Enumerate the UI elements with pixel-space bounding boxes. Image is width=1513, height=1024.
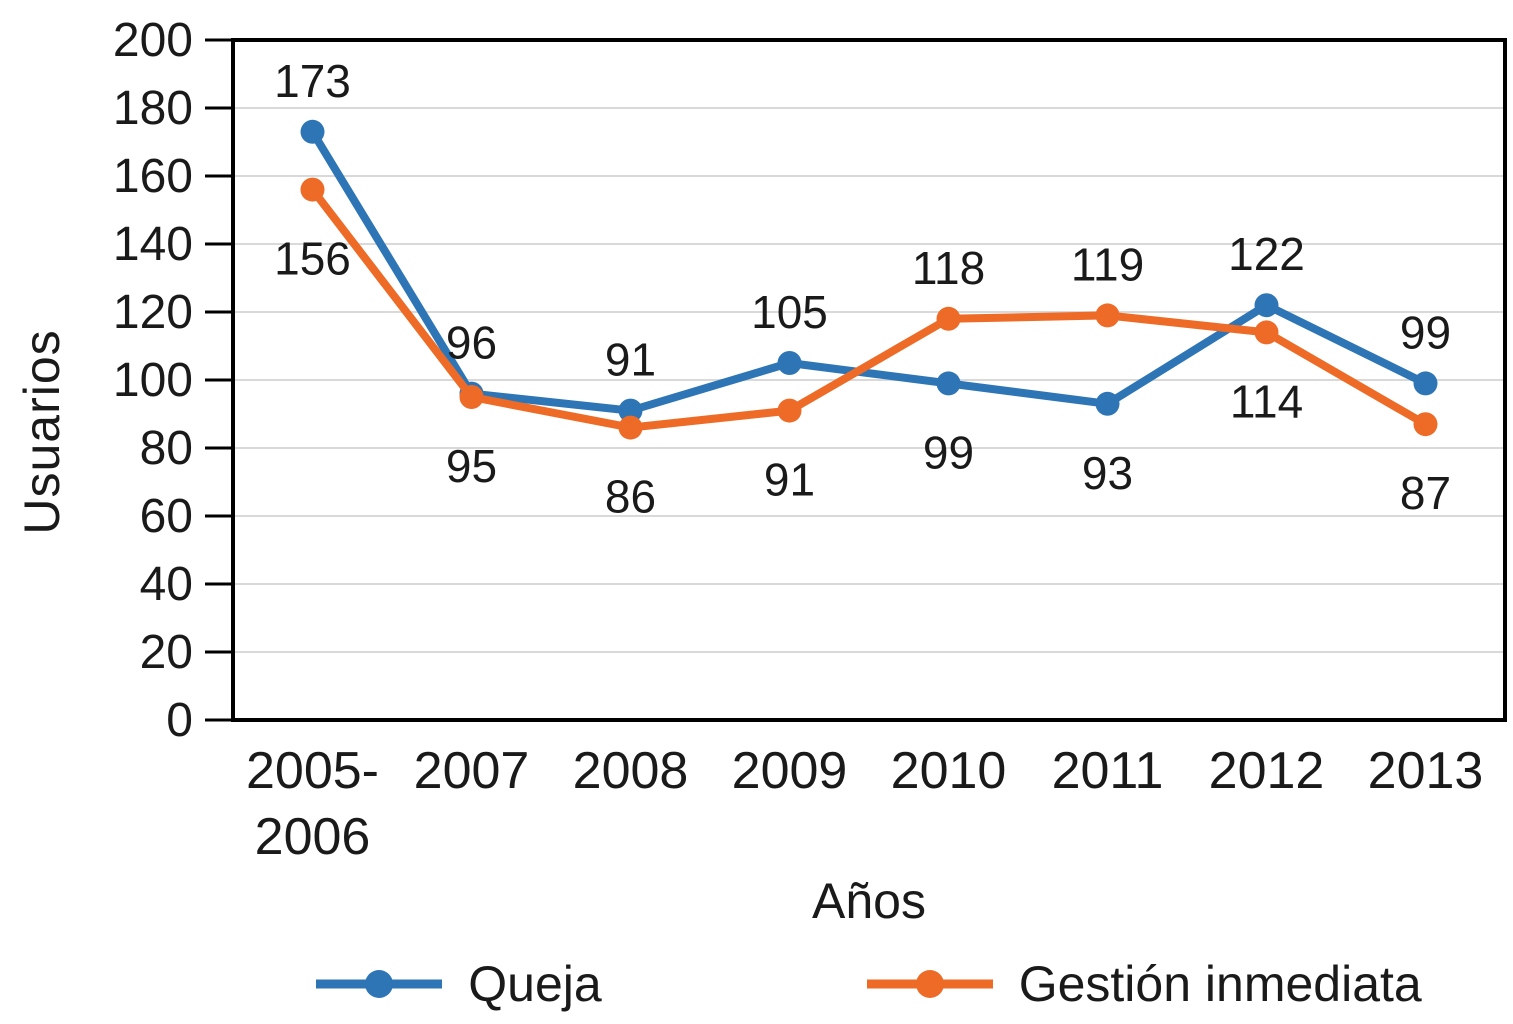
data-label: 173: [274, 55, 351, 107]
legend-item-queja: Queja: [316, 955, 602, 1013]
x-tick-label: 2006: [255, 808, 371, 866]
line-series-1: [308, 185, 1430, 432]
data-point-marker: [459, 385, 484, 409]
y-tick-label: 160: [113, 150, 193, 203]
legend-label-queja: Queja: [468, 956, 602, 1012]
x-tick-label: 2005-: [246, 742, 379, 800]
data-point-marker: [1413, 412, 1438, 437]
y-tick-label: 60: [140, 490, 193, 543]
y-axis-title: Usuarios: [14, 329, 70, 535]
y-tick-label: 140: [113, 218, 193, 271]
data-point-marker: [777, 398, 802, 423]
data-label: 96: [446, 317, 497, 369]
x-tick-label: 2012: [1209, 742, 1325, 800]
x-tick-label: 2007: [414, 742, 530, 800]
data-point-marker: [1095, 303, 1120, 328]
data-point-marker: [777, 351, 802, 375]
y-tick-label: 200: [113, 14, 193, 67]
data-label: 122: [1228, 228, 1305, 280]
legend-label-gestion-inmediata: Gestión inmediata: [1018, 956, 1422, 1012]
data-point-marker: [300, 177, 325, 202]
x-axis-title: Años: [812, 873, 926, 929]
legend: Queja Gestión inmediata: [233, 948, 1505, 1020]
data-label: 105: [751, 286, 828, 338]
data-label: 86: [605, 471, 656, 523]
y-tick-label: 120: [113, 286, 193, 339]
data-label: 95: [446, 440, 497, 492]
data-point-marker: [1413, 371, 1438, 396]
x-tick-label: 2009: [732, 742, 848, 800]
data-point-marker: [1095, 391, 1120, 416]
y-tick-label: 0: [166, 694, 193, 747]
x-tick-label: 2013: [1368, 742, 1484, 800]
data-label: 91: [605, 334, 656, 386]
legend-line-marker-icon: [316, 970, 443, 998]
data-point-marker: [300, 119, 325, 144]
data-point-marker: [936, 306, 961, 331]
data-label: 156: [274, 233, 351, 285]
y-tick-label: 40: [140, 558, 193, 611]
x-tick-label: 2011: [1052, 742, 1164, 800]
data-label: 99: [1400, 306, 1451, 358]
data-label: 118: [912, 242, 985, 294]
data-point-marker: [618, 398, 643, 423]
y-tick-label: 80: [140, 422, 193, 475]
data-point-marker: [1254, 320, 1279, 345]
data-label: 91: [764, 454, 815, 506]
data-point-marker: [1254, 293, 1279, 318]
data-label: 87: [1400, 467, 1451, 519]
y-tick-label: 180: [113, 82, 193, 135]
y-tick-label: 20: [140, 626, 193, 679]
legend-line-marker-icon: [866, 970, 993, 998]
data-point-marker: [936, 371, 961, 396]
data-label: 93: [1082, 447, 1133, 499]
x-tick-label: 2008: [573, 742, 689, 800]
data-label: 119: [1071, 238, 1144, 290]
x-tick-label: 2010: [891, 742, 1007, 800]
y-tick-label: 100: [113, 354, 193, 407]
data-label: 99: [923, 426, 974, 478]
data-label: 114: [1230, 375, 1303, 427]
data-point-marker: [618, 415, 643, 440]
line-series-0: [308, 127, 1430, 415]
legend-item-gestion-inmediata: Gestión inmediata: [866, 955, 1422, 1013]
